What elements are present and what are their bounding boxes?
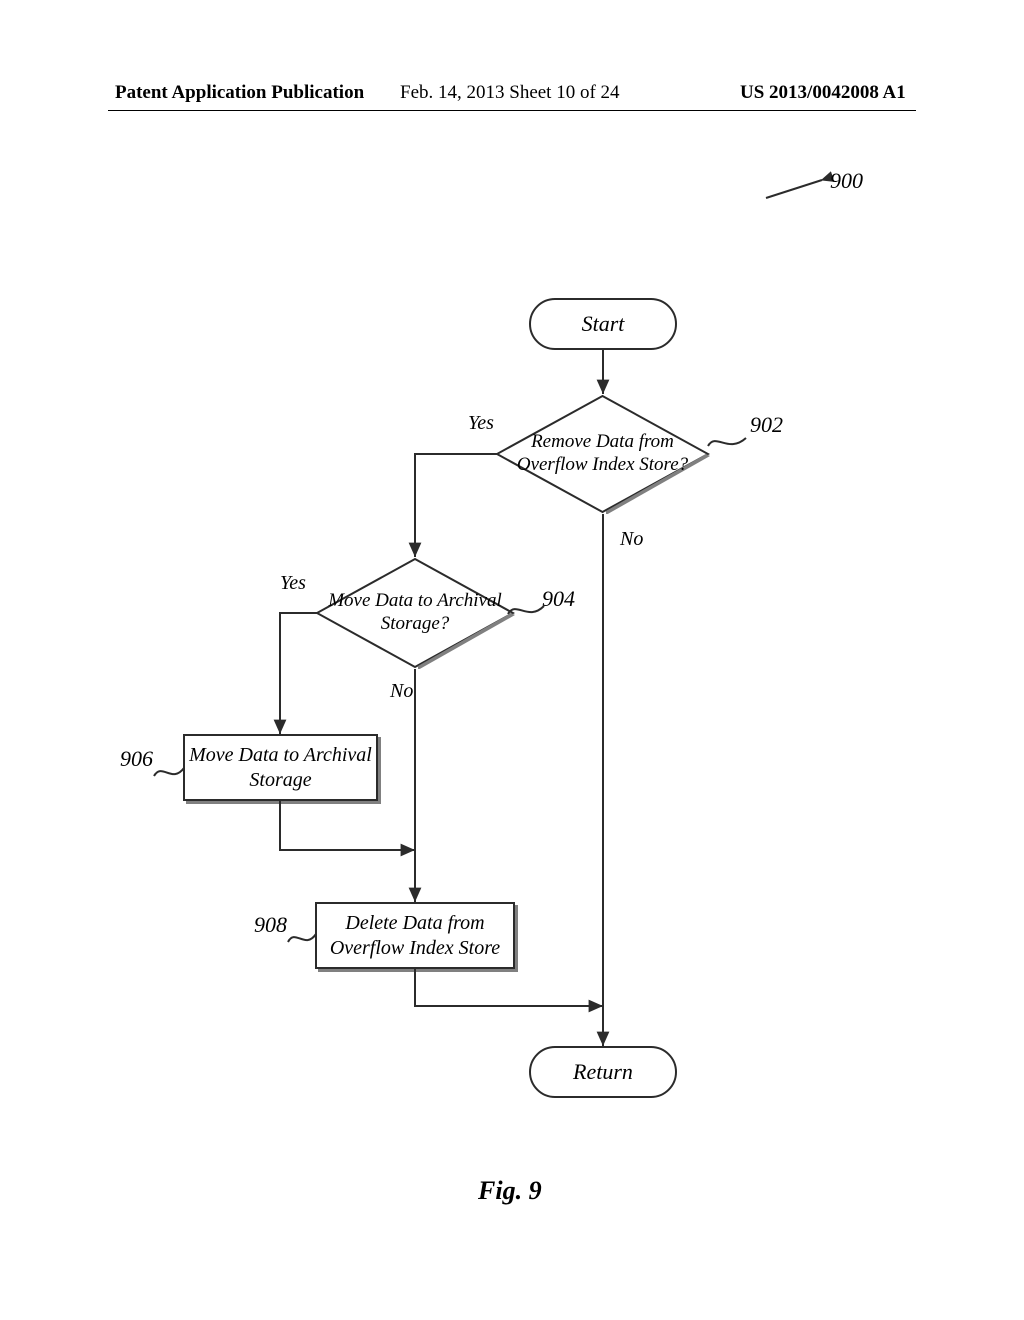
patent-page: Patent Application Publication Feb. 14, … — [0, 0, 1024, 1320]
figure-caption: Fig. 9 — [478, 1176, 542, 1206]
flow-connectors — [0, 0, 1024, 1320]
